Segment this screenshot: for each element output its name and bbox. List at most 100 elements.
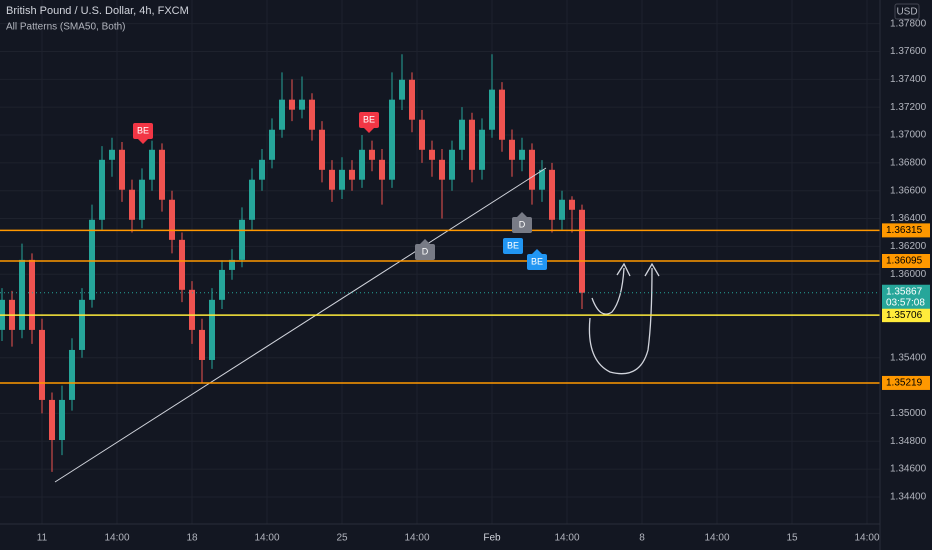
candle-body bbox=[479, 129, 485, 170]
candle-body bbox=[269, 129, 275, 160]
chart-subtitle: All Patterns (SMA50, Both) bbox=[6, 22, 126, 33]
y-tick-label: 1.36400 bbox=[890, 213, 927, 224]
candle-body bbox=[219, 269, 225, 300]
x-tick-label: 11 bbox=[37, 533, 48, 544]
candle-body bbox=[549, 169, 555, 220]
candle-body bbox=[299, 99, 305, 110]
candle-body bbox=[49, 399, 55, 441]
y-tick-label: 1.36200 bbox=[890, 241, 927, 252]
candle-body bbox=[309, 99, 315, 130]
countdown: 03:57:08 bbox=[886, 297, 925, 308]
drawn-arrow bbox=[591, 262, 631, 315]
candle-body bbox=[189, 289, 195, 330]
candle-body bbox=[389, 99, 395, 180]
x-tick-label: 14:00 bbox=[404, 533, 429, 544]
candle-body bbox=[349, 169, 355, 180]
y-tick-label: 1.35400 bbox=[890, 352, 927, 363]
candle-body bbox=[29, 259, 35, 330]
pattern-marker bbox=[527, 254, 547, 270]
pattern-marker bbox=[512, 217, 532, 233]
candle-body bbox=[69, 349, 75, 400]
pattern-marker-pointer bbox=[517, 212, 527, 217]
y-tick-label: 1.37600 bbox=[890, 46, 927, 57]
pattern-marker bbox=[133, 123, 153, 139]
candle-body bbox=[89, 219, 95, 300]
y-tick-label: 1.36600 bbox=[890, 185, 927, 196]
chart-title: British Pound / U.S. Dollar, 4h, FXCM bbox=[6, 5, 189, 17]
y-tick-label: 1.34600 bbox=[890, 464, 927, 475]
candle-body bbox=[239, 219, 245, 260]
candle-body bbox=[409, 79, 415, 120]
x-tick-label: Feb bbox=[483, 533, 501, 544]
candle-body bbox=[509, 139, 515, 160]
candle-body bbox=[329, 169, 335, 190]
candle-body bbox=[399, 79, 405, 100]
x-tick-label: 14:00 bbox=[554, 533, 579, 544]
trend-line bbox=[54, 167, 547, 483]
candle-body bbox=[579, 209, 585, 293]
candle-body bbox=[259, 159, 265, 180]
candle-body bbox=[469, 119, 475, 170]
y-tick-label: 1.37800 bbox=[890, 18, 927, 29]
y-tick-label: 1.36800 bbox=[890, 158, 927, 169]
level-label-box bbox=[882, 254, 930, 268]
x-tick-label: 14:00 bbox=[704, 533, 729, 544]
pattern-label: BE bbox=[137, 125, 149, 135]
candle-body bbox=[279, 99, 285, 130]
y-tick-label: 1.37400 bbox=[890, 74, 927, 85]
candle-body bbox=[359, 149, 365, 180]
candle-body bbox=[39, 329, 45, 400]
pattern-label: D bbox=[519, 219, 526, 229]
candle-body bbox=[199, 329, 205, 360]
candle-body bbox=[129, 189, 135, 220]
candle-body bbox=[229, 259, 235, 270]
candle-body bbox=[139, 179, 145, 220]
candle-body bbox=[209, 299, 215, 360]
current-price-label: 1.35867 bbox=[886, 286, 923, 297]
candle-body bbox=[99, 159, 105, 220]
candle-body bbox=[169, 199, 175, 240]
level-label: 1.36315 bbox=[886, 225, 923, 236]
candle-body bbox=[319, 129, 325, 170]
pattern-label: D bbox=[422, 246, 429, 256]
x-tick-label: 14:00 bbox=[104, 533, 129, 544]
pattern-marker bbox=[415, 244, 435, 260]
currency-box[interactable] bbox=[894, 3, 920, 20]
level-label-box bbox=[882, 223, 930, 238]
candle-body bbox=[489, 89, 495, 130]
candle-body bbox=[529, 149, 535, 190]
candle-body bbox=[149, 149, 155, 180]
drawn-arrow bbox=[588, 262, 660, 375]
pattern-marker-pointer bbox=[532, 249, 542, 254]
candle-body bbox=[439, 159, 445, 180]
candle-body bbox=[289, 99, 295, 110]
pattern-label: BE bbox=[507, 240, 519, 250]
pattern-label: BE bbox=[363, 114, 375, 124]
currency[interactable]: USD bbox=[896, 7, 917, 18]
y-tick-label: 1.34800 bbox=[890, 436, 927, 447]
x-tick-label: 15 bbox=[786, 533, 798, 544]
y-tick-label: 1.36000 bbox=[890, 269, 927, 280]
candle-body bbox=[19, 259, 25, 330]
pattern-marker-pointer bbox=[138, 139, 148, 144]
pattern-marker-pointer bbox=[420, 239, 430, 244]
level-label: 1.35219 bbox=[886, 378, 923, 389]
candle-body bbox=[109, 149, 115, 160]
candle-body bbox=[569, 199, 575, 210]
candle-body bbox=[499, 89, 505, 140]
candle-body bbox=[419, 119, 425, 150]
pattern-label: BE bbox=[531, 256, 543, 266]
candle-body bbox=[159, 149, 165, 200]
candle-body bbox=[379, 159, 385, 180]
y-tick-label: 1.35000 bbox=[890, 408, 927, 419]
candle-body bbox=[79, 299, 85, 350]
candle-body bbox=[459, 119, 465, 150]
pattern-marker bbox=[359, 112, 379, 128]
candle-body bbox=[249, 179, 255, 220]
current-price-box bbox=[882, 284, 930, 309]
candle-body bbox=[339, 169, 345, 190]
x-tick-label: 14:00 bbox=[854, 533, 879, 544]
